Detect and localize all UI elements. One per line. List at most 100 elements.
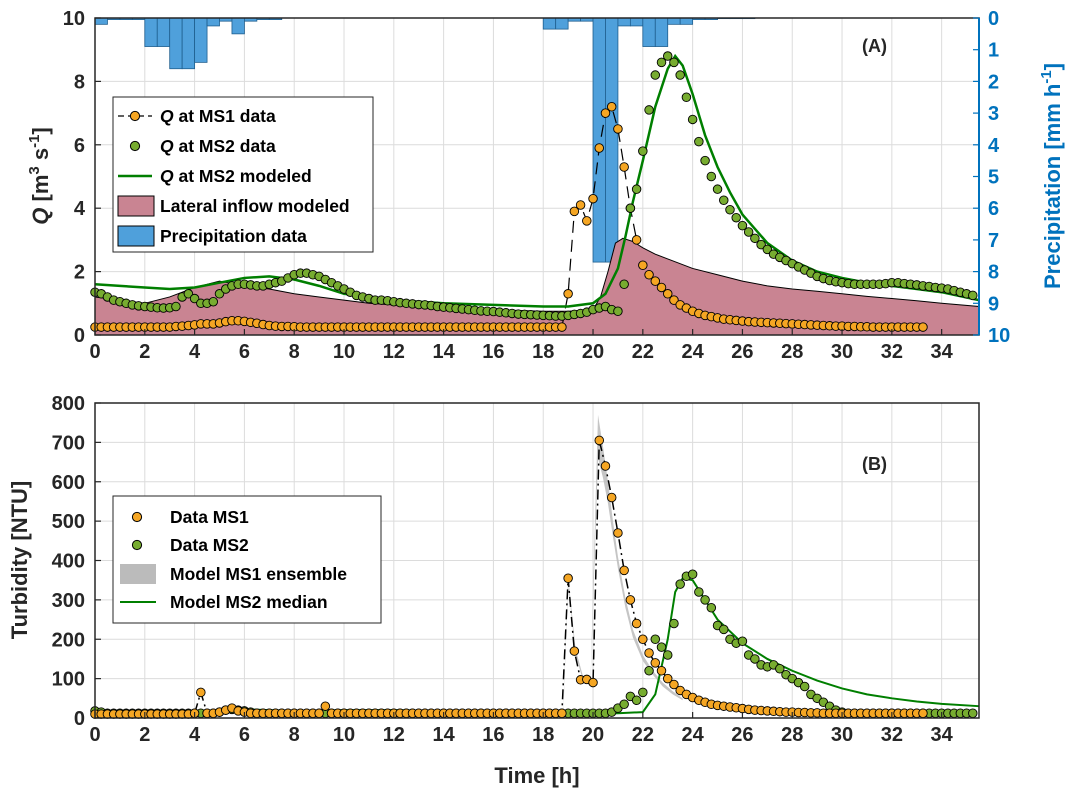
x-tick-label: 4 [189, 341, 201, 363]
ms2-point [750, 654, 760, 664]
q-ms2-point [625, 203, 636, 213]
ms2-point [968, 708, 978, 719]
q-ms1-point [588, 193, 598, 204]
q-ms1-point [662, 289, 673, 299]
right-tick-label: 0 [988, 8, 999, 30]
x-tick-label: 10 [333, 724, 355, 746]
ms2-point [694, 587, 704, 597]
ms2-point [675, 579, 685, 589]
x-tick-label: 16 [482, 724, 504, 746]
ms1-point [918, 708, 928, 719]
ms2-point [638, 687, 648, 698]
precip-bar [667, 17, 681, 25]
ms1-point [650, 658, 661, 668]
x-tick-label: 28 [781, 341, 803, 363]
right-tick-label: 9 [988, 293, 999, 315]
y-tick-label: 10 [63, 8, 85, 30]
q-ms2-point [638, 146, 648, 156]
precip-bar [679, 17, 694, 25]
y-tick-label: 0 [74, 708, 85, 730]
ms1-data-points [90, 435, 928, 719]
legend-ms2-marker [129, 140, 141, 152]
q-ms1-point [594, 143, 605, 153]
legend-b-median-label: Model MS2 median [170, 592, 328, 612]
q-ms2-point [208, 296, 219, 307]
q-ms1-point [631, 235, 642, 245]
q-ms2-point [613, 306, 623, 316]
q-ms2-point [756, 239, 766, 250]
ms1-point [644, 648, 654, 658]
legend-b-ms1-label: Data MS1 [170, 507, 249, 527]
q-ms1-point [557, 322, 567, 332]
x-tick-label: 0 [89, 341, 100, 363]
panel-b-legend: Data MS1 Data MS2 Model MS1 ensemble Mod… [112, 495, 382, 624]
ms1-point [625, 595, 636, 605]
x-tick-label: 6 [239, 341, 250, 363]
ms2-point [650, 634, 661, 645]
x-tick-label: 2 [139, 724, 150, 746]
legend-ms1-marker [129, 110, 141, 122]
q-ms2-point [644, 105, 654, 115]
ms1-point [656, 666, 667, 676]
panel-b-x-axis-label: Time [h] [494, 763, 579, 788]
q-ms2-point [712, 184, 723, 194]
ms2-point [700, 595, 710, 605]
legend-b-ms1-marker [131, 511, 143, 523]
right-tick-label: 10 [988, 325, 1010, 347]
y-tick-label: 2 [74, 262, 85, 284]
x-tick-label: 10 [333, 341, 355, 363]
q-ms2-point [631, 184, 642, 194]
ms2-point [662, 650, 673, 660]
q-ms2-point [681, 92, 692, 102]
x-tick-label: 24 [682, 341, 705, 363]
precip-bar [231, 17, 245, 35]
ms1-point [619, 565, 629, 576]
q-ms2-point [719, 195, 729, 206]
legend-lateral-label: Lateral inflow modeled [160, 196, 350, 216]
legend-ms2-label: Q at MS2 data [160, 136, 276, 156]
q-ms1-point [650, 276, 661, 286]
x-tick-label: 14 [432, 341, 455, 363]
x-tick-label: 30 [831, 341, 853, 363]
ms2-point [706, 603, 717, 613]
ms1-point [557, 708, 567, 719]
q-ms2-point [743, 227, 754, 237]
panel-a-y-axis-label: Q [m3 s-1] [26, 127, 53, 225]
precip-bar [629, 17, 644, 27]
x-tick-label: 12 [383, 724, 405, 746]
right-tick-label: 2 [988, 71, 999, 93]
panel-b-y-axis-label: Turbidity [NTU] [7, 481, 32, 639]
x-tick-label: 24 [682, 724, 705, 746]
ms1-point [638, 634, 648, 645]
q-ms2-point [725, 205, 735, 215]
y-tick-label: 8 [74, 71, 85, 93]
ms1-point [606, 492, 617, 503]
x-tick-label: 4 [189, 724, 201, 746]
right-tick-label: 6 [988, 198, 999, 220]
right-tick-label: 4 [988, 135, 1000, 157]
x-tick-label: 22 [632, 341, 654, 363]
panel-a-legend-box [112, 96, 374, 253]
legend-ms1-label: Q at MS1 data [160, 106, 276, 126]
y-tick-label: 500 [52, 511, 85, 533]
q-ms2-point [731, 212, 741, 223]
precip-bar [605, 17, 619, 263]
legend-b-ms2-label: Data MS2 [170, 535, 249, 555]
q-ms2-point [669, 57, 679, 68]
x-tick-label: 20 [582, 341, 604, 363]
ms2-point [619, 699, 629, 709]
q-ms1-data-points [90, 102, 928, 332]
q-ms2-point [687, 114, 698, 125]
x-tick-label: 14 [432, 724, 455, 746]
x-tick-label: 16 [482, 341, 504, 363]
precip-bar [181, 17, 196, 70]
q-ms2-point [662, 51, 673, 61]
q-ms1-point [575, 200, 586, 210]
ms2-point [799, 681, 810, 692]
legend-b-ms2-marker [131, 539, 143, 551]
q-ms2-data-points [90, 51, 978, 321]
legend-precip-swatch [117, 225, 155, 247]
precip-bar [654, 17, 669, 47]
q-ms1-point [619, 162, 629, 172]
ms1-point [669, 679, 679, 690]
